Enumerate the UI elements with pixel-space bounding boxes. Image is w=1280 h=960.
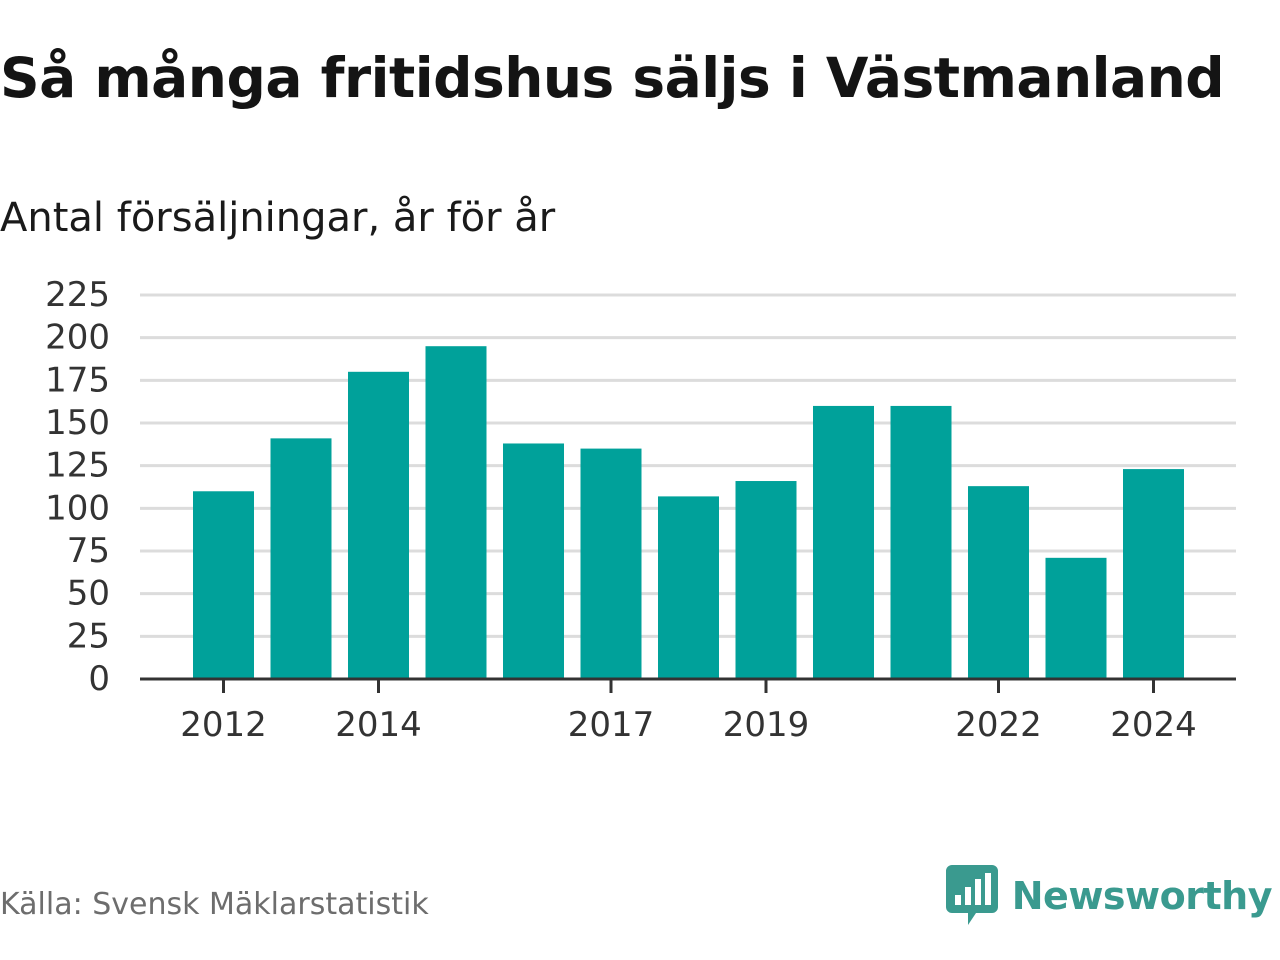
x-tick-label: 2012 (180, 705, 267, 745)
x-tick-label: 2017 (568, 705, 655, 745)
bar-2017 (580, 448, 642, 679)
y-tick-label: 225 (45, 275, 110, 315)
y-tick-label: 75 (67, 531, 110, 571)
bar-2012 (193, 491, 254, 679)
x-tick-label: 2014 (335, 705, 422, 745)
bar-2020 (813, 405, 874, 679)
y-tick-label: 200 (45, 318, 110, 358)
bars (193, 346, 1184, 679)
y-tick-label: 125 (45, 446, 110, 486)
bar-2024 (1123, 469, 1184, 679)
source-note: Källa: Svensk Mäklarstatistik (0, 887, 429, 922)
y-tick-label: 100 (45, 488, 110, 528)
chart-subtitle: Antal försäljningar, år för år (0, 195, 556, 241)
brand-name: Newsworthy (1011, 874, 1273, 918)
bar-2013 (270, 438, 332, 679)
newsworthy-logo-icon (945, 865, 998, 925)
y-tick-label: 175 (45, 360, 110, 400)
y-tick-label: 150 (45, 403, 110, 443)
bar-2022 (968, 486, 1029, 679)
y-tick-label: 25 (67, 616, 110, 656)
bar-2014 (348, 371, 409, 679)
x-axis-tick-labels: 2012 2014 2017 2019 2022 2024 (180, 705, 1197, 745)
bar-2018 (658, 496, 719, 679)
bar-2016 (503, 443, 564, 679)
chart-title: Så många fritidshus säljs i Västmanland (0, 46, 1225, 110)
bar-2015 (425, 346, 487, 679)
x-tick-label: 2022 (955, 705, 1042, 745)
bar-2021 (890, 405, 952, 679)
x-axis (140, 677, 1236, 693)
x-tick-label: 2024 (1110, 705, 1197, 745)
bar-2019 (735, 481, 797, 679)
x-tick-label: 2019 (723, 705, 810, 745)
y-tick-label: 0 (88, 659, 110, 699)
brand: Newsworthy (945, 864, 1273, 928)
bar-2023 (1045, 557, 1107, 679)
y-tick-label: 50 (67, 574, 110, 614)
